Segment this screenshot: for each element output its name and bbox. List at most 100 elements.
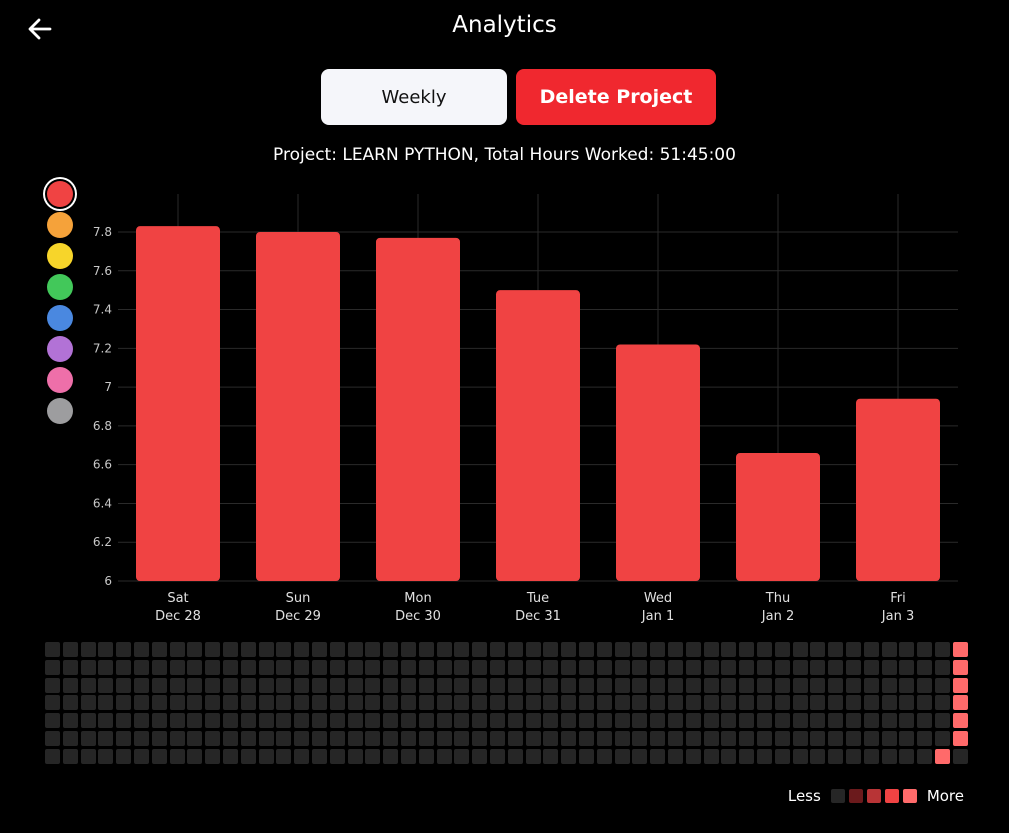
color-swatch[interactable]: [47, 305, 73, 331]
color-swatch[interactable]: [47, 398, 73, 424]
heatmap-cell[interactable]: [525, 731, 541, 746]
heatmap-cell[interactable]: [294, 713, 310, 729]
heatmap-cell[interactable]: [62, 695, 78, 711]
heatmap-cell[interactable]: [543, 695, 559, 711]
heatmap-cell[interactable]: [685, 748, 701, 764]
heatmap-cell[interactable]: [525, 659, 541, 675]
heatmap-cell[interactable]: [329, 695, 345, 711]
heatmap-cell[interactable]: [863, 713, 879, 729]
heatmap-cell[interactable]: [703, 695, 719, 711]
heatmap-cell[interactable]: [579, 713, 594, 729]
heatmap-cell[interactable]: [223, 695, 238, 711]
heatmap-cell[interactable]: [490, 713, 505, 729]
heatmap-cell[interactable]: [151, 659, 167, 675]
heatmap-cell[interactable]: [62, 713, 78, 729]
heatmap-cell[interactable]: [846, 677, 861, 693]
heatmap-cell[interactable]: [561, 659, 577, 675]
heatmap-cell[interactable]: [650, 677, 666, 693]
heatmap-cell[interactable]: [543, 731, 559, 746]
heatmap-cell[interactable]: [757, 731, 772, 746]
heatmap-cell[interactable]: [792, 748, 808, 764]
bar[interactable]: [856, 398, 940, 581]
heatmap-cell[interactable]: [739, 642, 755, 657]
heatmap-cell[interactable]: [401, 695, 416, 711]
heatmap-cell[interactable]: [650, 642, 666, 657]
heatmap-cell[interactable]: [543, 677, 559, 693]
heatmap-cell[interactable]: [863, 695, 879, 711]
heatmap-cell[interactable]: [614, 713, 630, 729]
heatmap-cell[interactable]: [703, 677, 719, 693]
bar[interactable]: [736, 453, 820, 581]
heatmap-cell[interactable]: [810, 659, 826, 675]
heatmap-cell[interactable]: [276, 659, 292, 675]
heatmap-cell[interactable]: [276, 731, 292, 746]
heatmap-cell[interactable]: [116, 731, 132, 746]
heatmap-cell[interactable]: [98, 748, 114, 764]
heatmap-cell[interactable]: [401, 659, 416, 675]
heatmap-cell[interactable]: [935, 677, 950, 693]
heatmap-cell[interactable]: [418, 642, 434, 657]
heatmap-cell[interactable]: [240, 713, 256, 729]
heatmap-cell[interactable]: [507, 695, 523, 711]
heatmap-cell[interactable]: [436, 731, 452, 746]
heatmap-cell[interactable]: [187, 748, 203, 764]
heatmap-cell[interactable]: [899, 659, 915, 675]
heatmap-cell[interactable]: [721, 659, 737, 675]
heatmap-cell[interactable]: [223, 713, 238, 729]
heatmap-cell[interactable]: [507, 731, 523, 746]
heatmap-cell[interactable]: [454, 695, 470, 711]
heatmap-cell[interactable]: [347, 642, 363, 657]
heatmap-cell[interactable]: [329, 677, 345, 693]
heatmap-cell[interactable]: [774, 695, 790, 711]
heatmap-cell[interactable]: [240, 642, 256, 657]
heatmap-cell[interactable]: [721, 695, 737, 711]
heatmap-cell[interactable]: [383, 748, 399, 764]
heatmap-cell[interactable]: [205, 731, 221, 746]
heatmap-cell[interactable]: [312, 677, 327, 693]
heatmap-cell[interactable]: [952, 677, 968, 693]
heatmap-cell[interactable]: [703, 659, 719, 675]
heatmap-cell[interactable]: [62, 642, 78, 657]
heatmap-cell[interactable]: [739, 659, 755, 675]
heatmap-cell[interactable]: [810, 731, 826, 746]
heatmap-cell[interactable]: [685, 659, 701, 675]
heatmap-cell[interactable]: [116, 677, 132, 693]
heatmap-cell[interactable]: [240, 748, 256, 764]
heatmap-cell[interactable]: [917, 695, 933, 711]
heatmap-cell[interactable]: [240, 695, 256, 711]
heatmap-cell[interactable]: [205, 642, 221, 657]
heatmap-cell[interactable]: [151, 642, 167, 657]
heatmap-cell[interactable]: [294, 748, 310, 764]
heatmap-cell[interactable]: [312, 695, 327, 711]
heatmap-cell[interactable]: [685, 642, 701, 657]
heatmap-cell[interactable]: [668, 659, 683, 675]
heatmap-cell[interactable]: [828, 659, 844, 675]
heatmap-cell[interactable]: [80, 677, 96, 693]
heatmap-cell[interactable]: [312, 642, 327, 657]
heatmap-cell[interactable]: [507, 713, 523, 729]
heatmap-cell[interactable]: [952, 695, 968, 711]
heatmap-cell[interactable]: [810, 713, 826, 729]
heatmap-cell[interactable]: [436, 659, 452, 675]
heatmap-cell[interactable]: [632, 642, 648, 657]
heatmap-cell[interactable]: [223, 642, 238, 657]
heatmap-cell[interactable]: [418, 748, 434, 764]
heatmap-cell[interactable]: [116, 748, 132, 764]
heatmap-cell[interactable]: [347, 748, 363, 764]
heatmap-cell[interactable]: [561, 748, 577, 764]
heatmap-cell[interactable]: [258, 659, 274, 675]
heatmap-cell[interactable]: [80, 695, 96, 711]
heatmap-cell[interactable]: [596, 695, 612, 711]
heatmap-cell[interactable]: [258, 642, 274, 657]
heatmap-cell[interactable]: [365, 695, 381, 711]
heatmap-cell[interactable]: [454, 642, 470, 657]
heatmap-cell[interactable]: [472, 659, 488, 675]
heatmap-cell[interactable]: [650, 713, 666, 729]
heatmap-cell[interactable]: [668, 677, 683, 693]
heatmap-cell[interactable]: [525, 695, 541, 711]
heatmap-cell[interactable]: [116, 642, 132, 657]
heatmap-cell[interactable]: [917, 748, 933, 764]
heatmap-cell[interactable]: [223, 677, 238, 693]
heatmap-cell[interactable]: [80, 731, 96, 746]
heatmap-cell[interactable]: [365, 748, 381, 764]
